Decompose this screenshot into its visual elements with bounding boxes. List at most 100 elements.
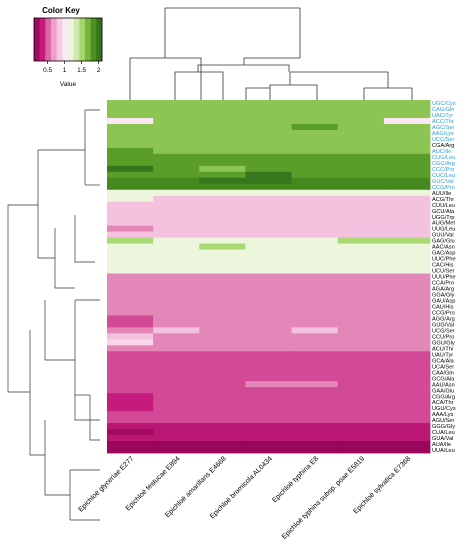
heatmap-cell	[107, 195, 154, 203]
heatmap-cell	[199, 447, 246, 454]
heatmap-cell	[199, 273, 246, 280]
heatmap-cell	[199, 393, 246, 400]
heatmap-cell	[337, 279, 385, 286]
heatmap-cell	[199, 429, 246, 436]
row-label: UCC/Ser	[432, 137, 455, 143]
row-label: UGC/Cys	[432, 101, 456, 107]
heatmap-cell	[337, 237, 385, 244]
heatmap-cell	[245, 321, 292, 328]
heatmap-cell	[383, 345, 431, 352]
heatmap-cell	[153, 363, 200, 370]
heatmap-cell	[337, 345, 385, 352]
heatmap-cell	[291, 249, 339, 256]
color-key-title: Color Key	[42, 6, 80, 15]
heatmap-cell	[337, 387, 385, 394]
row-label: CCA/Pro	[432, 281, 454, 287]
row-label: CCU/Pro	[432, 334, 454, 340]
heatmap-cell	[291, 201, 339, 209]
heatmap-cell	[291, 417, 339, 424]
heatmap-cell	[383, 393, 431, 400]
heatmap-cell	[337, 435, 385, 442]
heatmap-cell	[337, 231, 385, 239]
heatmap-cell	[199, 123, 246, 131]
heatmap-cell	[291, 213, 339, 221]
heatmap-cell	[337, 393, 385, 400]
heatmap-cell	[153, 267, 200, 274]
heatmap-cell	[245, 189, 292, 197]
heatmap-cell	[153, 291, 200, 298]
heatmap-cell	[291, 447, 339, 454]
row-label: UGU/Cys	[432, 406, 456, 412]
row-label: GAG/Glu	[432, 239, 455, 245]
heatmap-cell	[383, 363, 431, 370]
heatmap-cell	[245, 411, 292, 418]
heatmap-cell	[245, 261, 292, 268]
heatmap-cell	[153, 315, 200, 322]
heatmap-cell	[383, 267, 431, 274]
heatmap-cell	[337, 309, 385, 316]
color-key-block	[34, 18, 40, 61]
heatmap-cell	[337, 123, 385, 131]
heatmap-cell	[245, 315, 292, 322]
heatmap-cell	[383, 333, 431, 340]
heatmap-cell	[153, 417, 200, 424]
heatmap-cell	[245, 345, 292, 352]
heatmap-cell	[245, 285, 292, 292]
column-label: Epichloë typhina E8	[271, 455, 320, 504]
heatmap-cell	[383, 177, 431, 185]
heatmap-cell	[199, 189, 246, 197]
heatmap-cell	[383, 279, 431, 286]
heatmap-cell	[199, 327, 246, 334]
heatmap-cell	[107, 189, 154, 197]
heatmap-cell	[153, 381, 200, 388]
row-label: UCU/Ser	[432, 269, 455, 275]
heatmap-cell	[107, 369, 154, 376]
row-label: AGC/Ser	[432, 125, 455, 131]
heatmap-cell	[153, 357, 200, 364]
heatmap-cell	[337, 285, 385, 292]
heatmap-cell	[153, 153, 200, 161]
heatmap-cell	[245, 123, 292, 131]
heatmap-cell	[153, 111, 200, 119]
heatmap-cell	[291, 171, 339, 179]
heatmap-cell	[383, 129, 431, 137]
heatmap-cell	[107, 423, 154, 430]
row-labels: UGC/CysCAG/GlnUAC/TyrACC/ThrAGC/SerAAG/L…	[432, 101, 456, 454]
heatmap-cell	[199, 225, 246, 233]
heatmap-cell	[383, 291, 431, 298]
heatmap-cell	[245, 147, 292, 155]
heatmap-cell	[245, 387, 292, 394]
heatmap-cell	[383, 327, 431, 334]
row-label: GAA/Glu	[432, 388, 454, 394]
heatmap-cell	[337, 177, 385, 185]
heatmap-cell	[199, 111, 246, 119]
heatmap-cell	[245, 195, 292, 203]
heatmap-cell	[245, 393, 292, 400]
heatmap-cell	[153, 231, 200, 239]
heatmap-cell	[245, 207, 292, 215]
heatmap-cell	[107, 303, 154, 310]
heatmap-cell	[153, 207, 200, 215]
heatmap-cell	[245, 183, 292, 191]
heatmap-cell	[153, 183, 200, 191]
heatmap-cell	[291, 207, 339, 215]
heatmap-cell	[107, 249, 154, 256]
heatmap-cell	[199, 351, 246, 358]
heatmap-cell	[383, 171, 431, 179]
heatmap-cell	[153, 195, 200, 203]
heatmap-cell	[153, 117, 200, 125]
heatmap-cell	[383, 369, 431, 376]
heatmap-cell	[291, 297, 339, 304]
heatmap-cell	[153, 279, 200, 286]
heatmap-cell	[291, 423, 339, 430]
row-label: GAU/Asp	[432, 299, 455, 305]
color-key-tick-label: 2	[97, 67, 101, 74]
heatmap-cell	[199, 435, 246, 442]
heatmap-cell	[199, 231, 246, 239]
heatmap-cell	[199, 165, 246, 173]
heatmap-cell	[383, 135, 431, 143]
row-label: CGA/Arg	[432, 143, 454, 149]
heatmap-cell	[291, 123, 339, 131]
row-label: AGA/Arg	[432, 287, 454, 293]
